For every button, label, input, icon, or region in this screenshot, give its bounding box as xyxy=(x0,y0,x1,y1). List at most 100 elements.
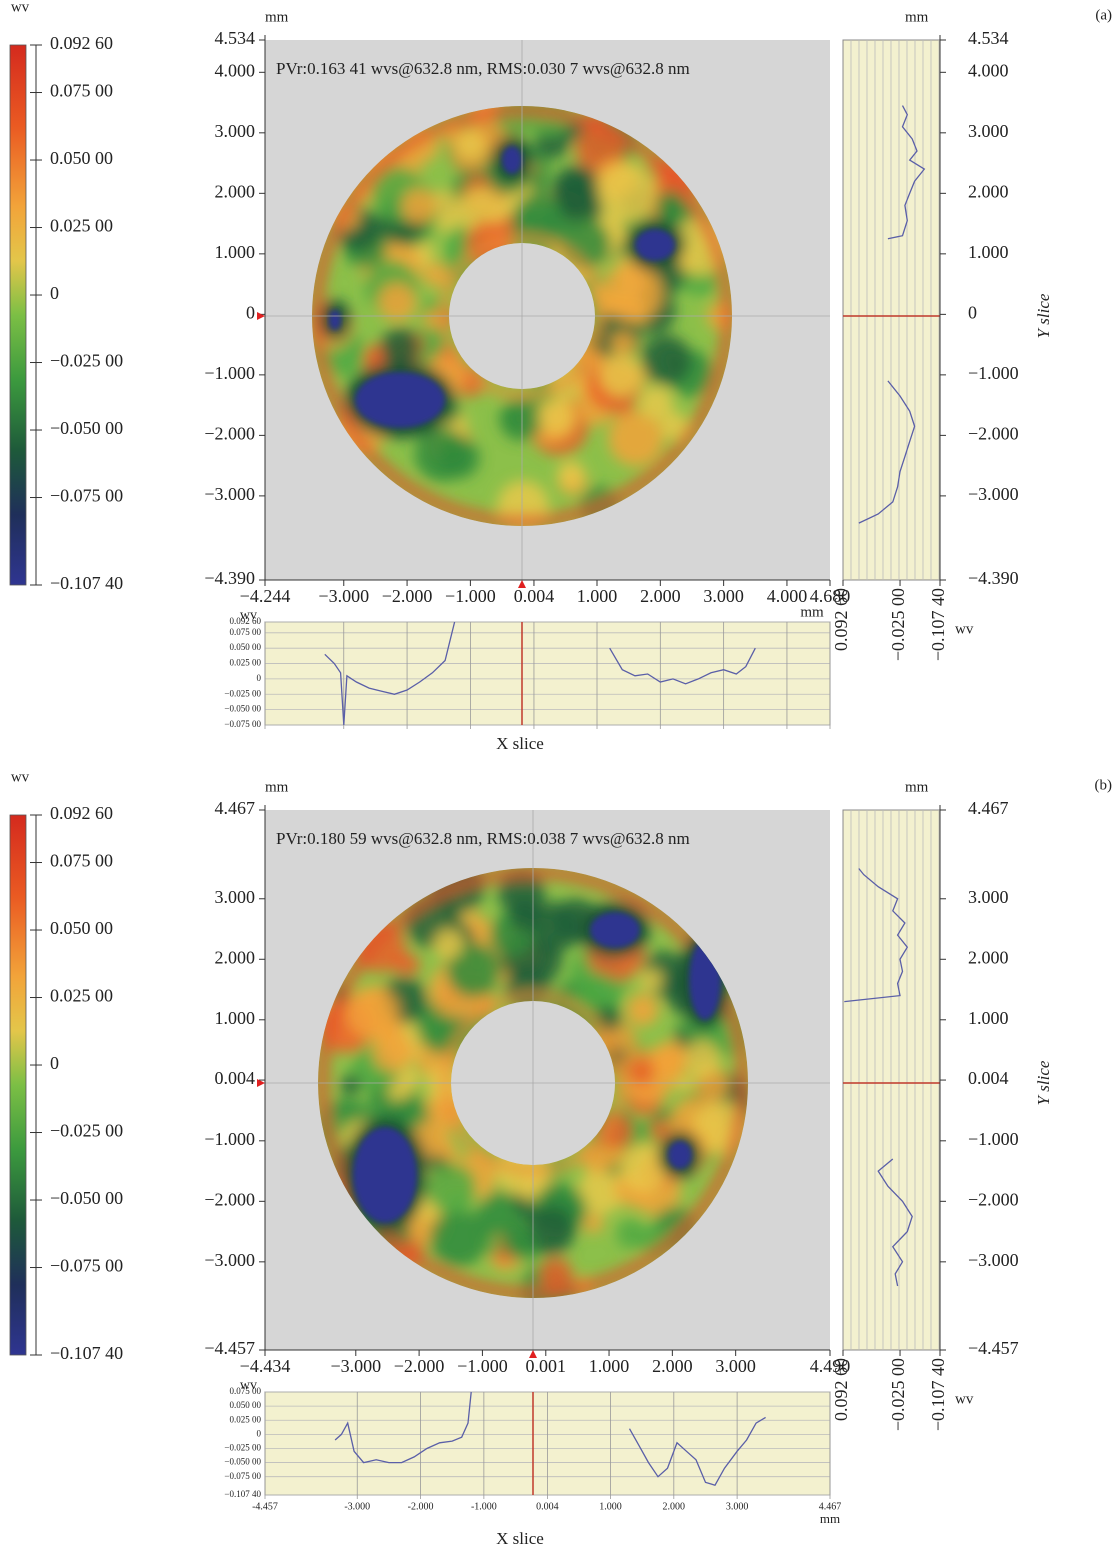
y-slice-unit-wv: wv xyxy=(955,621,974,637)
colorbar-tick-label: −0.075 00 xyxy=(50,486,123,506)
x-slice-x-label: 2.000 xyxy=(663,1501,686,1512)
y-slice-background xyxy=(842,809,941,1351)
surface-blob xyxy=(372,1030,414,1072)
y-slice-title: Y slice xyxy=(1034,1060,1053,1105)
y-tick-label: −2.000 xyxy=(204,424,255,444)
x-slice-x-label: -3.000 xyxy=(344,1501,370,1512)
surface-blob xyxy=(429,1209,487,1268)
x-tick-label: −3.000 xyxy=(330,1356,381,1376)
x-slice-tick-label: 0.075 00 xyxy=(230,627,262,637)
x-tick-label: 1.000 xyxy=(589,1356,630,1376)
y-tick-label: −4.457 xyxy=(204,1338,255,1358)
y-slice-tick-label: 4.000 xyxy=(968,60,1009,80)
y-slice-value-label: 0.092 60 xyxy=(831,1358,851,1421)
surface-blob xyxy=(423,262,449,288)
y-tick-label: −1.000 xyxy=(204,1129,255,1149)
y-tick-label: 4.467 xyxy=(215,798,256,818)
colorbar-tick-label: −0.075 00 xyxy=(50,1256,123,1276)
y-slice-value-label: −0.107 40 xyxy=(928,588,948,661)
y-slice-tick-label: 2.000 xyxy=(968,947,1009,967)
y-slice-tick-label: 0 xyxy=(968,302,977,322)
surface-low xyxy=(355,372,445,428)
surface-blob xyxy=(380,327,420,368)
colorbar-unit: wv xyxy=(11,769,30,785)
y-slice-unit: mm xyxy=(905,9,929,25)
colorbar-tick-label: −0.107 40 xyxy=(50,573,123,593)
colorbar-tick-label: 0.050 00 xyxy=(50,148,113,168)
y-slice-tick-label: 4.534 xyxy=(968,28,1009,48)
y-tick-label: 2.000 xyxy=(215,181,256,201)
panel-label: (b) xyxy=(1095,777,1113,793)
surface-blob xyxy=(425,1162,477,1214)
surface-blob xyxy=(578,1167,626,1215)
x-slice-unit: wv xyxy=(240,608,257,623)
colorbar xyxy=(9,814,27,1356)
surface-blob xyxy=(639,968,663,992)
x-slice-x-label: 0.004 xyxy=(536,1501,559,1512)
y-slice-tick-label: −3.000 xyxy=(968,1250,1019,1270)
x-slice-tick-label: 0.025 00 xyxy=(230,1414,262,1424)
x-tick-label: 2.000 xyxy=(652,1356,693,1376)
surface-blob xyxy=(500,1224,536,1260)
x-slice-tick-label: −0.075 00 xyxy=(224,1471,261,1481)
colorbar-tick-label: 0.050 00 xyxy=(50,918,113,938)
y-slice-value-label: −0.025 00 xyxy=(888,588,908,661)
y-slice-tick-label: −2.000 xyxy=(968,424,1019,444)
x-slice-x-label: 3.000 xyxy=(726,1501,749,1512)
x-slice-profile xyxy=(609,647,756,685)
y-slice-unit-wv: wv xyxy=(955,1391,974,1407)
surface-blob xyxy=(683,1040,720,1077)
x-slice-tick-label: 0 xyxy=(257,673,262,683)
surface-blob xyxy=(639,386,674,420)
y-tick-label: 1.000 xyxy=(215,242,256,262)
x-slice-x-label: 1.000 xyxy=(599,1501,622,1512)
surface-blob xyxy=(602,263,663,323)
y-slice-tick-label: 1.000 xyxy=(968,242,1009,262)
surface-blob xyxy=(649,1119,669,1139)
y-slice-unit: mm xyxy=(905,779,929,795)
y-slice-profile xyxy=(858,380,916,524)
colorbar-tick-label: −0.050 00 xyxy=(50,418,123,438)
y-slice-tick-label: 1.000 xyxy=(968,1008,1009,1028)
colorbar-tick-label: −0.050 00 xyxy=(50,1188,123,1208)
x-slice-tick-label: −0.107 40 xyxy=(224,1489,261,1499)
colorbar-tick-label: 0.092 60 xyxy=(50,33,113,53)
x-slice-title: X slice xyxy=(496,734,544,753)
x-tick-label: 3.000 xyxy=(703,586,744,606)
y-slice-title: Y slice xyxy=(1034,293,1053,338)
x-tick-label: −1.000 xyxy=(445,586,496,606)
surface-blob xyxy=(583,1212,604,1234)
surface-blob xyxy=(525,1206,575,1256)
x-slice-unit: wv xyxy=(240,1378,257,1393)
surface-blob xyxy=(455,130,485,160)
panel-label: (a) xyxy=(1095,7,1112,23)
surface-map xyxy=(312,106,732,526)
surface-blob xyxy=(610,331,636,356)
y-slice-tick-label: −4.390 xyxy=(968,568,1019,588)
surface-blob xyxy=(653,1041,687,1074)
x-tick-label: −4.434 xyxy=(240,1356,291,1376)
x-slice-profile xyxy=(324,621,456,726)
x-slice-x-label: -2.000 xyxy=(408,1501,434,1512)
y-slice-value-label: −0.107 40 xyxy=(928,1358,948,1431)
y-tick-label: 2.000 xyxy=(215,947,256,967)
x-tick-label: −2.000 xyxy=(382,586,433,606)
colorbar xyxy=(9,44,27,586)
x-slice-x-unit: mm xyxy=(820,1511,840,1526)
surface-blob xyxy=(512,193,565,245)
surface-blob xyxy=(414,427,470,482)
surface-blob xyxy=(551,165,603,217)
x-tick-label: 3.000 xyxy=(715,1356,756,1376)
x-slice-tick-label: 0.050 00 xyxy=(230,642,262,652)
surface-blob xyxy=(626,993,659,1027)
x-slice-x-label: -4.457 xyxy=(252,1501,278,1512)
y-tick-label: 0.004 xyxy=(215,1068,256,1088)
colorbar-tick-label: 0.025 00 xyxy=(50,986,113,1006)
y-tick-label: −3.000 xyxy=(204,1250,255,1270)
y-slice-tick-label: −1.000 xyxy=(968,1129,1019,1149)
x-slice-profile xyxy=(334,1391,472,1464)
marker xyxy=(257,1079,265,1087)
y-slice-tick-label: 3.000 xyxy=(968,887,1009,907)
x-tick-label: 0.004 xyxy=(514,586,555,606)
